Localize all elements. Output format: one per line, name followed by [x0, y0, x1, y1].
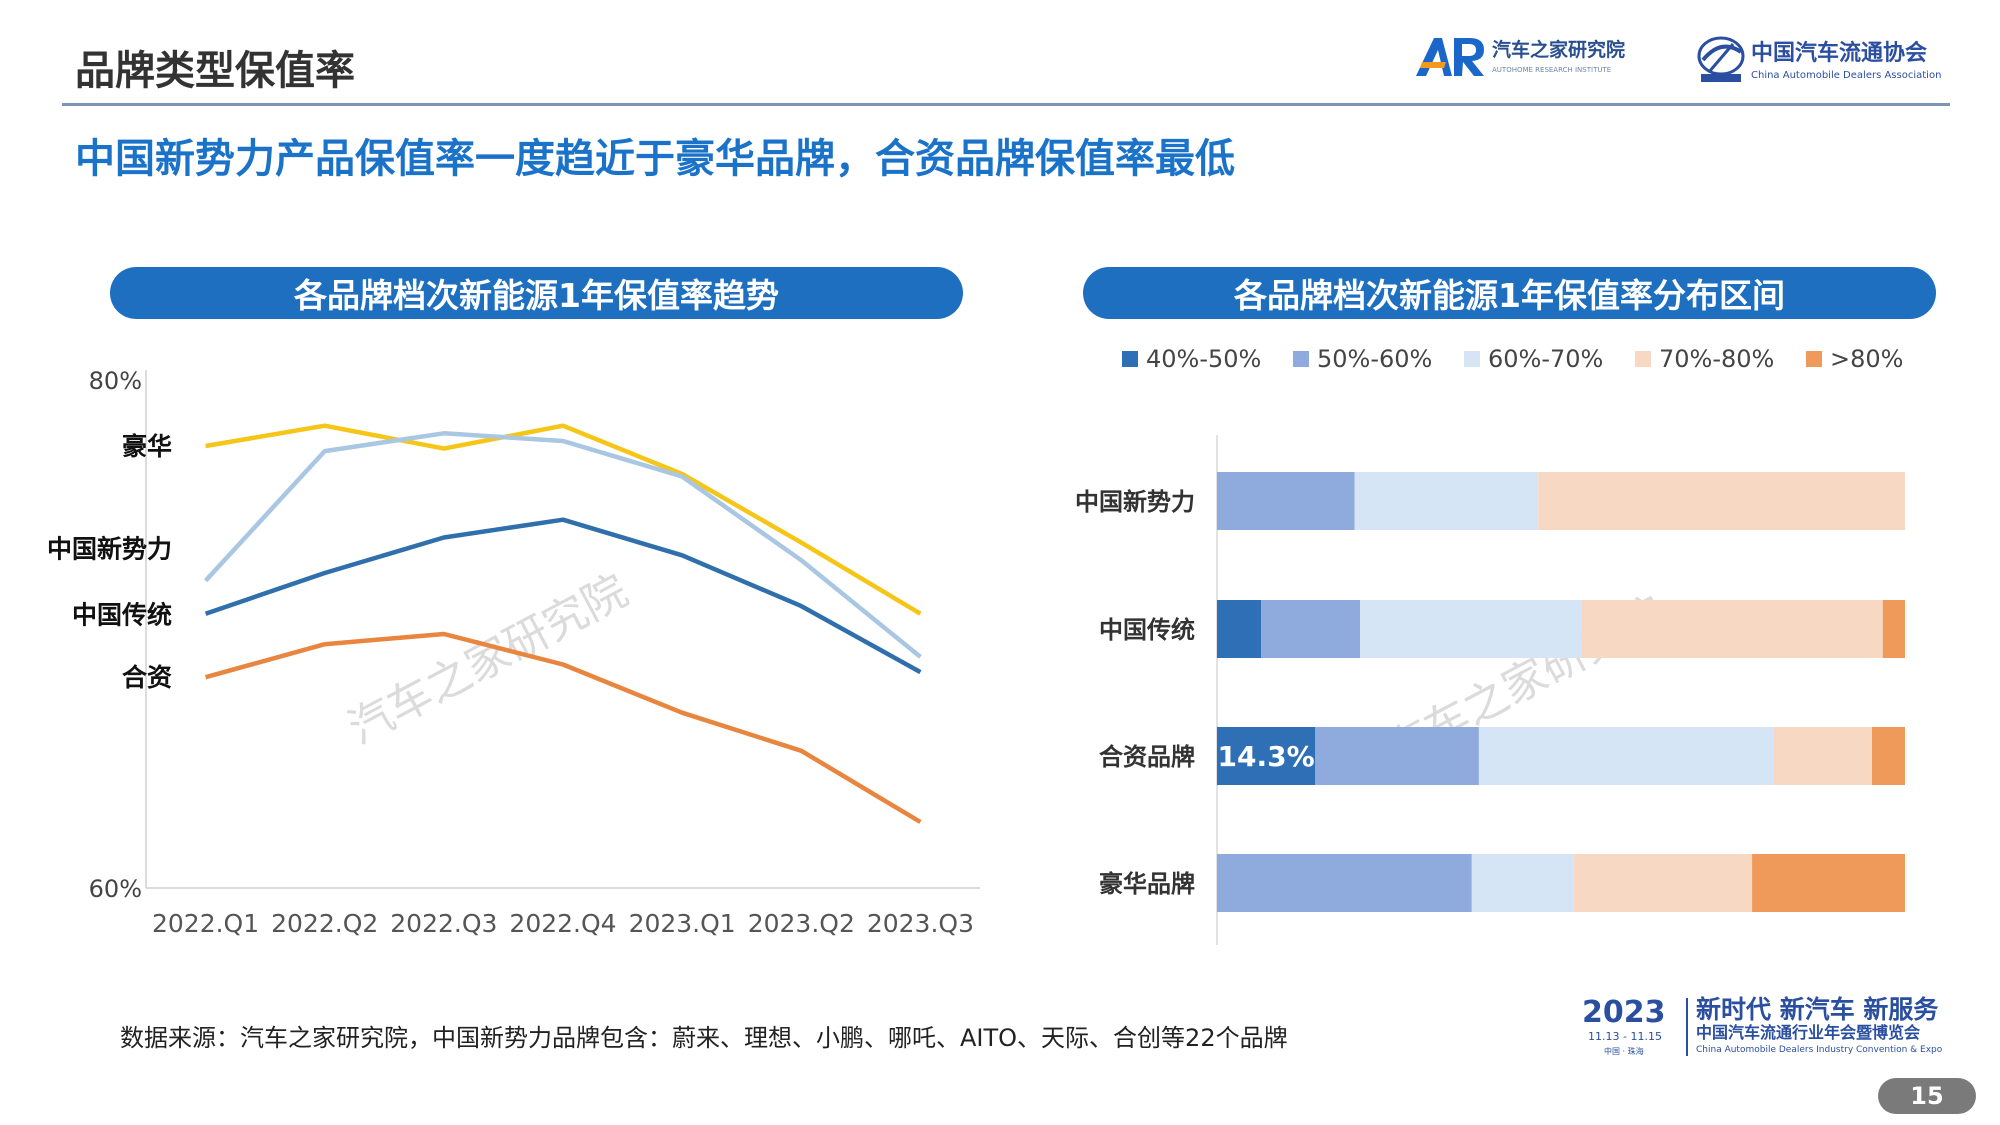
series-label: 中国新势力 [47, 535, 172, 564]
legend-swatch [1464, 351, 1480, 367]
bar-segment [1315, 727, 1479, 785]
cada-logo-subtext: China Automobile Dealers Association [1751, 70, 1941, 81]
autohome-logo-subtext: AUTOHOME RESEARCH INSTITUTE [1492, 66, 1611, 74]
legend-swatch [1122, 351, 1138, 367]
x-tick-label: 2023.Q1 [629, 909, 736, 938]
series-line [203, 431, 922, 659]
bar-segment [1872, 727, 1905, 785]
legend-label: 40%-50% [1146, 345, 1261, 373]
headline: 中国新势力产品保值率一度趋近于豪华品牌，合资品牌保值率最低 [75, 136, 1235, 182]
header-divider [62, 103, 1950, 106]
series-line [204, 631, 922, 824]
bar-segment [1217, 854, 1472, 912]
category-label: 合资品牌 [1099, 743, 1195, 771]
event-name-en: China Automobile Dealers Industry Conven… [1696, 1045, 1943, 1055]
x-tick-label: 2022.Q1 [152, 909, 259, 938]
legend-swatch [1635, 351, 1651, 367]
x-tick-label: 2023.Q3 [867, 909, 974, 938]
event-place: 中国 · 珠海 [1604, 1046, 1644, 1056]
legend-label: 60%-70% [1488, 345, 1603, 373]
bar-segment [1217, 472, 1355, 530]
legend-swatch [1806, 351, 1822, 367]
legend-label: >80% [1830, 345, 1903, 373]
trend-panel-title: 各品牌档次新能源1年保值率趋势 [110, 267, 963, 319]
bar-segment [1360, 600, 1582, 658]
bar-segment [1538, 472, 1905, 530]
category-label: 中国传统 [1099, 616, 1195, 644]
event-logo: 2023 11.13 - 11.15 中国 · 珠海 新时代 新汽车 新服务 中… [1582, 992, 1972, 1062]
trend-line-chart: 80% 60% 2022.Q1 2022.Q2 2022.Q3 2022.Q4 2023.Q… [47, 367, 980, 938]
bar-segment [1217, 727, 1316, 785]
legend-label: 50%-60% [1317, 345, 1432, 373]
distribution-stacked-bar-chart: 40%-50% 50%-60% 60%-70% 70%-80% >80% 中国新势力中国… [1075, 345, 1905, 945]
series-line [205, 423, 922, 616]
autohome-logo-text: 汽车之家研究院 [1492, 38, 1625, 61]
legend-swatch [1293, 351, 1309, 367]
y-tick-label: 60% [89, 875, 142, 903]
event-divider [1686, 998, 1688, 1056]
autohome-research-logo: 汽车之家研究院 AUTOHOME RESEARCH INSTITUTE [1412, 32, 1662, 82]
cada-logo: 中国汽车流通协会 China Automobile Dealers Associ… [1695, 30, 1955, 86]
bar-segment [1773, 727, 1872, 785]
event-name: 中国汽车流通行业年会暨博览会 [1696, 1023, 1920, 1042]
x-tick-label: 2022.Q3 [390, 909, 497, 938]
series-label: 中国传统 [72, 601, 172, 630]
bar-segment [1573, 854, 1753, 912]
distribution-panel-title: 各品牌档次新能源1年保值率分布区间 [1083, 267, 1936, 319]
category-label: 豪华品牌 [1099, 870, 1195, 898]
bar-segment [1478, 727, 1774, 785]
bar-segment [1471, 854, 1574, 912]
series-label: 合资 [122, 663, 172, 692]
bar-segment [1752, 854, 1905, 912]
legend-label: 70%-80% [1659, 345, 1774, 373]
category-label: 中国新势力 [1075, 488, 1195, 516]
autohome-logo-mark [1416, 38, 1484, 76]
source-note: 数据来源：汽车之家研究院，中国新势力品牌包含：蔚来、理想、小鹏、哪吒、AITO、… [120, 1024, 1288, 1052]
event-dates: 11.13 - 11.15 [1588, 1030, 1662, 1043]
x-tick-label: 2023.Q2 [748, 909, 855, 938]
x-tick-label: 2022.Q2 [271, 909, 378, 938]
bar-segment [1354, 472, 1539, 530]
series-label: 豪华 [122, 432, 172, 461]
event-year: 2023 [1582, 995, 1666, 1030]
cada-emblem-icon [1697, 36, 1745, 82]
x-tick-label: 2022.Q4 [509, 909, 616, 938]
page-title: 品牌类型保值率 [75, 48, 355, 94]
cada-logo-text: 中国汽车流通协会 [1751, 40, 1927, 66]
y-tick-label: 80% [89, 367, 142, 395]
bar-segment [1581, 600, 1883, 658]
page-number: 15 [1878, 1078, 1976, 1114]
data-label: 14.3% [1218, 740, 1315, 773]
series-line [204, 517, 922, 675]
event-slogan: 新时代 新汽车 新服务 [1696, 995, 1938, 1024]
bar-segment [1217, 600, 1261, 658]
bar-segment [1261, 600, 1361, 658]
bar-segment [1882, 600, 1905, 658]
